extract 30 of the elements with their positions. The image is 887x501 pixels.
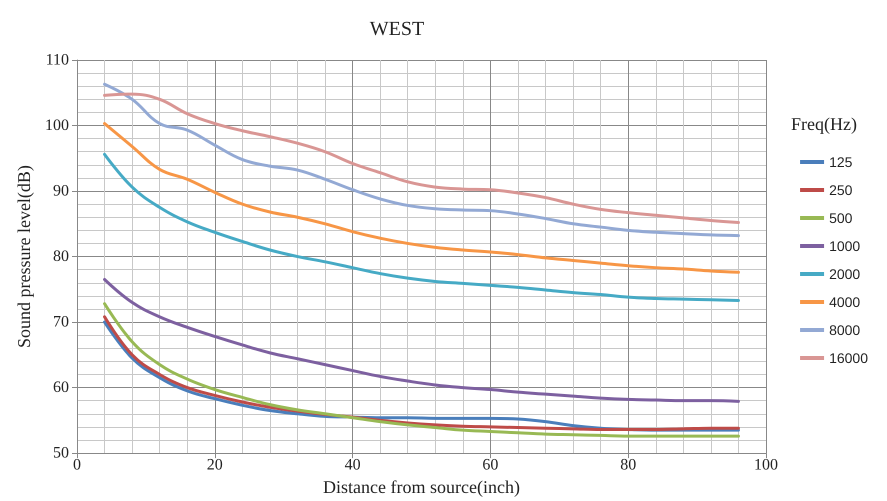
y-tick-label: 80 xyxy=(53,248,69,266)
x-tick-label: 0 xyxy=(73,456,81,474)
y-axis-title: Sound pressure level(dB) xyxy=(14,165,34,348)
legend-label: 500 xyxy=(829,210,853,226)
legend-label: 16000 xyxy=(829,350,868,366)
y-tick-label: 50 xyxy=(53,444,69,462)
line-series xyxy=(103,278,740,403)
line-series xyxy=(103,152,740,302)
x-tick-label: 60 xyxy=(482,456,498,474)
y-tick-label: 90 xyxy=(53,182,69,200)
x-axis-title: Distance from source(inch) xyxy=(323,477,520,497)
x-tick-label: 100 xyxy=(754,456,778,474)
x-tick-label: 80 xyxy=(620,456,636,474)
line-series xyxy=(103,92,740,224)
chart-title: WEST xyxy=(370,18,424,40)
legend-label: 2000 xyxy=(829,266,860,282)
legend-label: 250 xyxy=(829,182,853,198)
legend-label: 125 xyxy=(829,154,853,170)
y-tick-label: 70 xyxy=(53,314,69,331)
y-tick-label: 60 xyxy=(53,379,69,396)
x-tick-label: 40 xyxy=(344,456,361,474)
legend-title: Freq(Hz) xyxy=(791,114,858,134)
y-tick-label: 110 xyxy=(46,52,69,68)
line-series xyxy=(103,82,740,238)
line-series xyxy=(103,122,740,274)
legend-label: 8000 xyxy=(829,322,860,338)
x-tick-label: 20 xyxy=(206,456,223,474)
legend-label: 4000 xyxy=(829,294,860,310)
y-tick-label: 100 xyxy=(45,117,69,134)
legend-label: 1000 xyxy=(829,238,860,254)
